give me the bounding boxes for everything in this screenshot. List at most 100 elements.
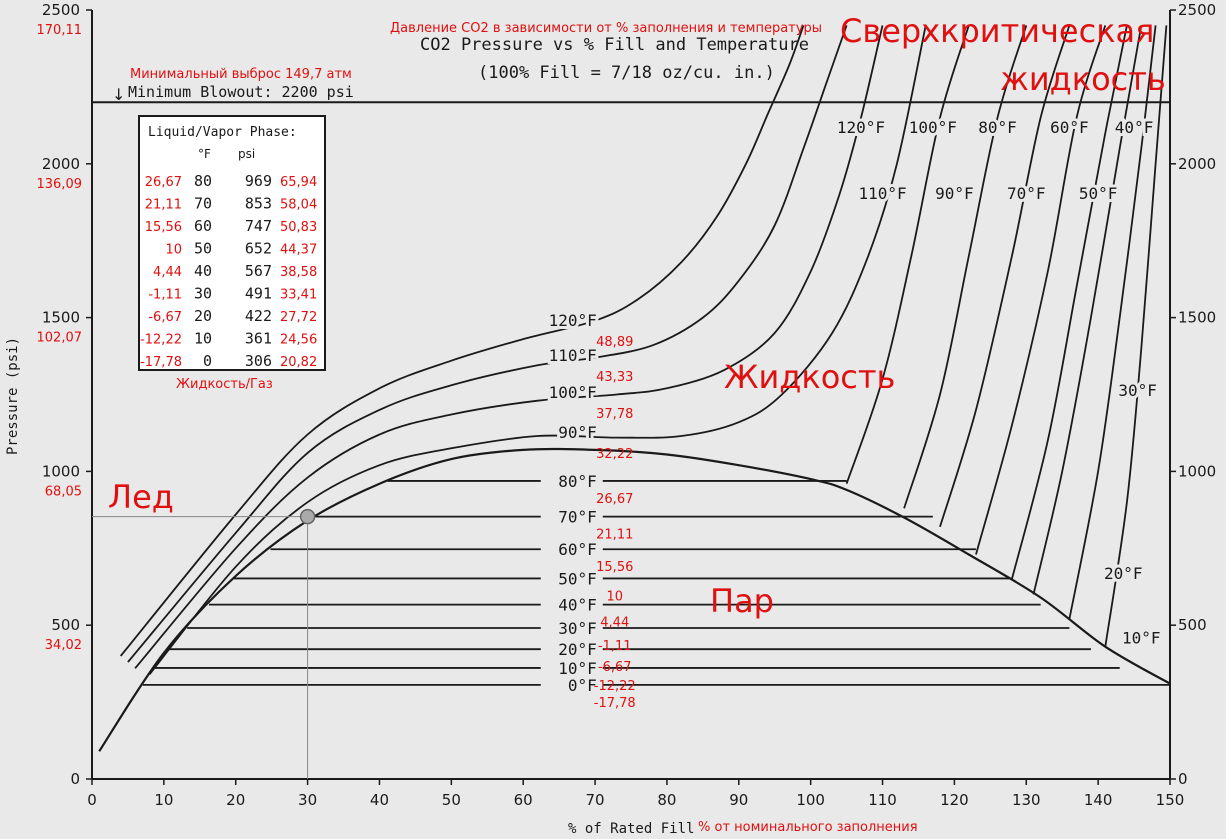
phase-table-cell-atm: 38,58 — [280, 265, 317, 280]
isotherm-label-celsius: 48,89 — [596, 335, 633, 350]
isotherm-label: 50°F — [1079, 184, 1118, 203]
axes — [91, 10, 1171, 780]
isotherm-label: 70°F — [558, 508, 597, 527]
phase-table-cell-atm: 58,04 — [280, 198, 317, 213]
liquid-region-label: Жидкость — [724, 358, 895, 396]
isotherm-label-celsius: 37,78 — [596, 407, 633, 422]
supercritical-isotherm — [134, 25, 884, 669]
x-tick-label: 50 — [442, 791, 461, 809]
phase-table-cell-f: 10 — [194, 330, 212, 348]
x-tick-label: 120 — [940, 791, 969, 809]
phase-table-cell-atm: 20,82 — [280, 355, 317, 370]
phase-table-cell-atm: 33,41 — [280, 288, 317, 303]
x-tick-label: 10 — [154, 791, 173, 809]
isotherm-label-celsius: -12,22 — [594, 679, 636, 694]
phase-table-cell-f: 60 — [194, 217, 212, 235]
y-tick-label-right: 500 — [1178, 616, 1207, 634]
phase-table-cell-atm: 27,72 — [280, 310, 317, 325]
x-tick-label: 100 — [796, 791, 825, 809]
isotherm-label: 120°F — [837, 118, 885, 137]
supercritical-label-2: жидкость — [1000, 60, 1166, 98]
blowout-arrow-icon: ↓ — [112, 85, 125, 104]
x-axis-label-ru: % от номинального заполнения — [698, 820, 918, 835]
x-tick-label: 80 — [657, 791, 676, 809]
x-tick-label: 0 — [87, 791, 97, 809]
liquid-isotherm — [1104, 25, 1168, 647]
y-tick-label-right: 1000 — [1178, 462, 1216, 480]
isotherm-label: 30°F — [1118, 381, 1157, 400]
isotherm-label: 20°F — [1104, 564, 1143, 583]
y-tick-label-right: 2000 — [1178, 155, 1216, 173]
supercritical-isotherm — [127, 25, 848, 663]
isotherm-label-celsius: 21,11 — [596, 528, 633, 543]
y-tick-label: 500 — [51, 616, 80, 634]
isotherm-label: 10°F — [558, 659, 597, 678]
isotherm-label: 110°F — [549, 346, 597, 365]
phase-table-cell-psi: 491 — [245, 285, 272, 303]
y-tick-label-atm: 68,05 — [45, 484, 82, 499]
x-tick-label: 20 — [226, 791, 245, 809]
x-tick-label: 110 — [868, 791, 897, 809]
isotherm-label-celsius: 4,44 — [600, 616, 629, 631]
phase-table-cell-psi: 567 — [245, 262, 272, 280]
y-tick-label-right: 2500 — [1178, 1, 1216, 19]
chart-title: CO2 Pressure vs % Fill and Temperature — [420, 35, 809, 55]
liquid-isotherm — [939, 25, 1071, 528]
phase-table-title: Liquid/Vapor Phase: — [148, 125, 297, 140]
vapor-region-label: Пар — [710, 582, 774, 620]
phase-table-header-psi: psi — [238, 147, 255, 161]
phase-table-cell-atm: 24,56 — [280, 333, 317, 348]
phase-table-cell-celsius: 26,67 — [145, 175, 182, 190]
isotherm-label: 0°F — [568, 676, 597, 695]
state-marker — [92, 508, 316, 779]
y-tick-label: 0 — [70, 770, 80, 788]
blowout-label-ru: Минимальный выброс 149,7 атм — [130, 67, 352, 82]
phase-table-box — [138, 115, 326, 371]
phase-table-cell-atm: 44,37 — [280, 243, 317, 258]
y-tick-label-atm: 102,07 — [37, 331, 83, 346]
phase-table-cell-celsius: 10 — [165, 243, 182, 258]
phase-table-cell-f: 50 — [194, 240, 212, 258]
supercritical-label: Сверхкритическая — [840, 12, 1154, 50]
blowout-label: Minimum Blowout: 2200 psi — [128, 83, 354, 101]
x-tick-label: 60 — [514, 791, 533, 809]
x-tick-label: 40 — [370, 791, 389, 809]
phase-table-cell-psi: 422 — [245, 307, 272, 325]
isotherm-label: 100°F — [549, 383, 597, 402]
x-tick-label: 90 — [729, 791, 748, 809]
x-tick-label: 30 — [298, 791, 317, 809]
isotherm-label: 40°F — [1115, 118, 1154, 137]
phase-table-cell-celsius: -17,78 — [140, 355, 182, 370]
isotherm-label: 120°F — [549, 311, 597, 330]
phase-table-cell-celsius: 21,11 — [145, 198, 182, 213]
phase-table-cell-f: 0 — [203, 352, 212, 370]
isotherm-label: 60°F — [1050, 118, 1089, 137]
phase-table-cell-celsius: 4,44 — [153, 265, 182, 280]
y-tick-label: 1500 — [42, 309, 80, 327]
isotherm-label-celsius: 26,67 — [596, 492, 633, 507]
phase-table-cell-f: 70 — [194, 195, 212, 213]
x-tick-label: 70 — [586, 791, 605, 809]
isotherm-label: 40°F — [558, 596, 597, 615]
isotherm-label-celsius: 15,56 — [596, 560, 633, 575]
liquid-isotherm — [1032, 25, 1143, 595]
isotherm-label: 90°F — [935, 184, 974, 203]
phase-table-cell-psi: 652 — [245, 240, 272, 258]
tick-labels: 0 10 20 30 40 50 60 70 80 90 100 110 120 130 140 1500 05… — [37, 1, 1217, 809]
x-tick-label: 150 — [1156, 791, 1185, 809]
chart-title-ru: Давление СО2 в зависимости от % заполнен… — [390, 21, 822, 36]
phase-table-cell-atm: 65,94 — [280, 175, 317, 190]
x-axis-label: % of Rated Fill — [568, 821, 694, 837]
phase-table-header-f: °F — [198, 147, 211, 161]
y-tick-label-right: 1500 — [1178, 309, 1216, 327]
supercritical-isotherm — [148, 25, 927, 675]
isotherm-label-celsius: -6,67 — [598, 660, 632, 675]
isotherm-label-celsius: 10 — [606, 589, 623, 604]
isotherm-label-celsius: -1,11 — [598, 639, 632, 654]
isotherm-label: 10°F — [1122, 629, 1161, 648]
y-tick-label: 2500 — [42, 1, 80, 19]
phase-table-cell-celsius: -1,11 — [148, 288, 182, 303]
x-tick-label: 130 — [1012, 791, 1041, 809]
liquid-isotherm — [1068, 25, 1157, 620]
